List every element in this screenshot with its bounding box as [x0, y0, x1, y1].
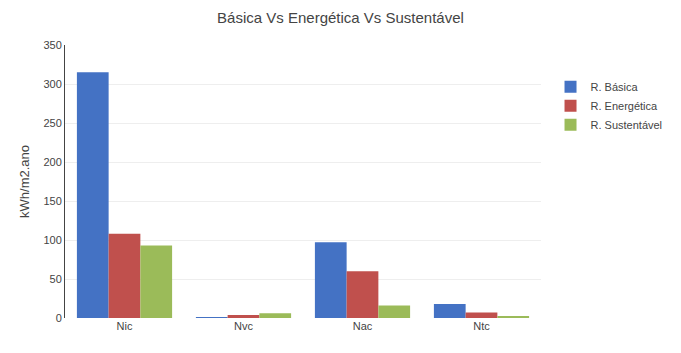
- svg-text:50: 50: [50, 273, 62, 285]
- svg-text:Nvc: Nvc: [234, 320, 253, 332]
- svg-text:150: 150: [43, 195, 61, 207]
- svg-text:200: 200: [43, 156, 61, 168]
- svg-text:300: 300: [43, 78, 61, 90]
- svg-text:250: 250: [43, 117, 61, 129]
- svg-text:0: 0: [56, 312, 62, 324]
- svg-text:R. Energética: R. Energética: [591, 100, 659, 112]
- svg-text:350: 350: [43, 39, 61, 51]
- svg-text:R. Sustentável: R. Sustentável: [591, 119, 663, 131]
- svg-text:100: 100: [43, 234, 61, 246]
- svg-text:kWh/m2.ano: kWh/m2.ano: [17, 145, 32, 218]
- svg-text:Nac: Nac: [353, 320, 373, 332]
- svg-text:Nic: Nic: [117, 320, 133, 332]
- svg-text:R. Básica: R. Básica: [591, 81, 639, 93]
- svg-text:Básica Vs Energética Vs Susten: Básica Vs Energética Vs Sustentável: [217, 9, 464, 26]
- svg-text:Ntc: Ntc: [473, 320, 490, 332]
